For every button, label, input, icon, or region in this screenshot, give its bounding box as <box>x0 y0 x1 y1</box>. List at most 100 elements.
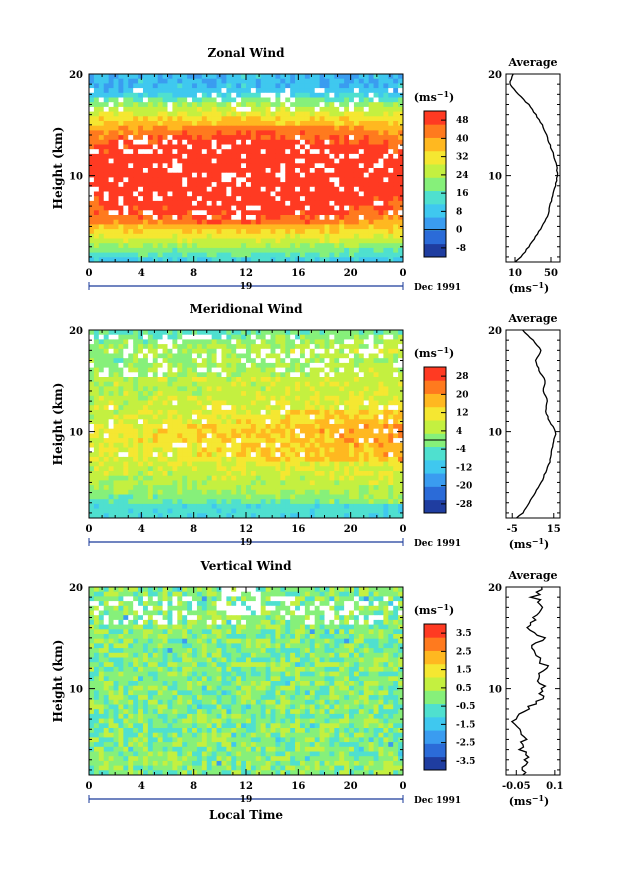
heatmap-cell <box>226 83 232 89</box>
heatmap-cell <box>309 475 316 481</box>
heatmap-cell <box>172 200 178 206</box>
heatmap-cell <box>177 475 183 481</box>
heatmap-cell <box>285 391 291 397</box>
heatmap-cell <box>221 428 227 434</box>
heatmap-cell <box>152 121 159 127</box>
heatmap-cell <box>108 419 114 425</box>
heatmap-cell <box>89 97 95 103</box>
heatmap-cell <box>167 466 173 472</box>
heatmap-cell <box>123 172 129 178</box>
heatmap-cell <box>344 485 350 491</box>
heatmap-cell <box>383 330 389 336</box>
heatmap-cell <box>192 238 198 244</box>
heatmap-cell <box>98 358 105 364</box>
heatmap-cell <box>246 163 252 169</box>
heatmap-cell <box>373 125 379 131</box>
heatmap-cell <box>236 238 242 244</box>
heatmap-cell <box>123 196 129 202</box>
heatmap-cell <box>192 339 198 345</box>
heatmap-cell <box>285 111 291 117</box>
heatmap-cell <box>241 106 247 112</box>
heatmap-cell <box>167 433 173 439</box>
heatmap-cell <box>398 447 404 453</box>
heatmap-cell <box>339 466 345 472</box>
heatmap-cell <box>299 377 306 383</box>
heatmap-cell <box>388 83 394 89</box>
heatmap-cell <box>93 485 100 491</box>
heatmap-cell <box>250 182 257 188</box>
heatmap-cell <box>280 330 286 336</box>
heatmap-cell <box>177 224 183 230</box>
heatmap-cell <box>349 139 355 145</box>
heatmap-cell <box>177 121 183 127</box>
heatmap-cell <box>89 257 95 263</box>
heatmap-cell <box>241 386 247 392</box>
heatmap-cell <box>118 196 124 202</box>
heatmap-cell <box>270 409 276 415</box>
heatmap-cell <box>265 424 271 430</box>
heatmap-cell <box>182 424 188 430</box>
heatmap-cell <box>334 409 340 415</box>
heatmap-cell <box>334 168 340 174</box>
heatmap-cell <box>299 121 306 127</box>
heatmap-cell <box>280 205 286 211</box>
heatmap-cell <box>378 158 384 164</box>
heatmap-cell <box>226 149 232 155</box>
heatmap-cell <box>398 334 404 340</box>
heatmap-cell <box>103 144 110 150</box>
heatmap-cell <box>363 182 370 188</box>
heatmap-cell <box>93 210 100 216</box>
heatmap-cell <box>241 205 247 211</box>
heatmap-cell <box>246 205 252 211</box>
heatmap-cell <box>108 139 114 145</box>
heatmap-cell <box>309 102 316 108</box>
heatmap-cell <box>152 475 159 481</box>
heatmap-cell <box>138 377 144 383</box>
heatmap-cell <box>250 186 257 192</box>
heatmap-cell <box>142 405 149 411</box>
heatmap-cell <box>329 442 335 448</box>
heatmap-cell <box>270 144 276 150</box>
heatmap-cells <box>89 74 404 263</box>
heatmap-cell <box>275 224 281 230</box>
heatmap-cell <box>295 433 301 439</box>
heatmap-cell <box>162 381 168 387</box>
heatmap-cell <box>373 452 379 458</box>
heatmap-cell <box>344 381 350 387</box>
heatmap-cell <box>358 196 365 202</box>
heatmap-cell <box>196 489 203 495</box>
heatmap-cell <box>329 224 335 230</box>
heatmap-cell <box>334 358 340 364</box>
heatmap-cell <box>324 252 330 258</box>
heatmap-cell <box>231 485 237 491</box>
heatmap-cell <box>309 144 316 150</box>
heatmap-cell <box>226 339 232 345</box>
heatmap-cell <box>344 196 350 202</box>
heatmap-cell <box>241 88 247 94</box>
heatmap-cell <box>329 172 335 178</box>
heatmap-cell <box>201 111 208 117</box>
heatmap-cell <box>201 353 208 359</box>
heatmap-cell <box>201 83 208 89</box>
heatmap-cell <box>304 130 311 136</box>
heatmap-cell <box>314 452 320 458</box>
heatmap-cell <box>167 381 173 387</box>
heatmap-cell <box>241 362 247 368</box>
heatmap-cell <box>393 377 399 383</box>
heatmap-cell <box>152 200 159 206</box>
heatmap-cell <box>182 353 188 359</box>
heatmap-cell <box>216 433 222 439</box>
heatmap-cell <box>280 130 286 136</box>
heatmap-cell <box>206 139 213 145</box>
heatmap-cell <box>98 233 105 239</box>
heatmap-cell <box>368 344 374 350</box>
heatmap-cell <box>128 177 134 183</box>
heatmap-cell <box>339 177 345 183</box>
heatmap-cell <box>103 353 110 359</box>
heatmap-cell <box>378 424 384 430</box>
heatmap-cell <box>398 461 404 467</box>
heatmap-cell <box>152 367 159 373</box>
heatmap-cell <box>113 229 119 235</box>
heatmap-cell <box>304 238 311 244</box>
heatmap-cell <box>98 391 105 397</box>
